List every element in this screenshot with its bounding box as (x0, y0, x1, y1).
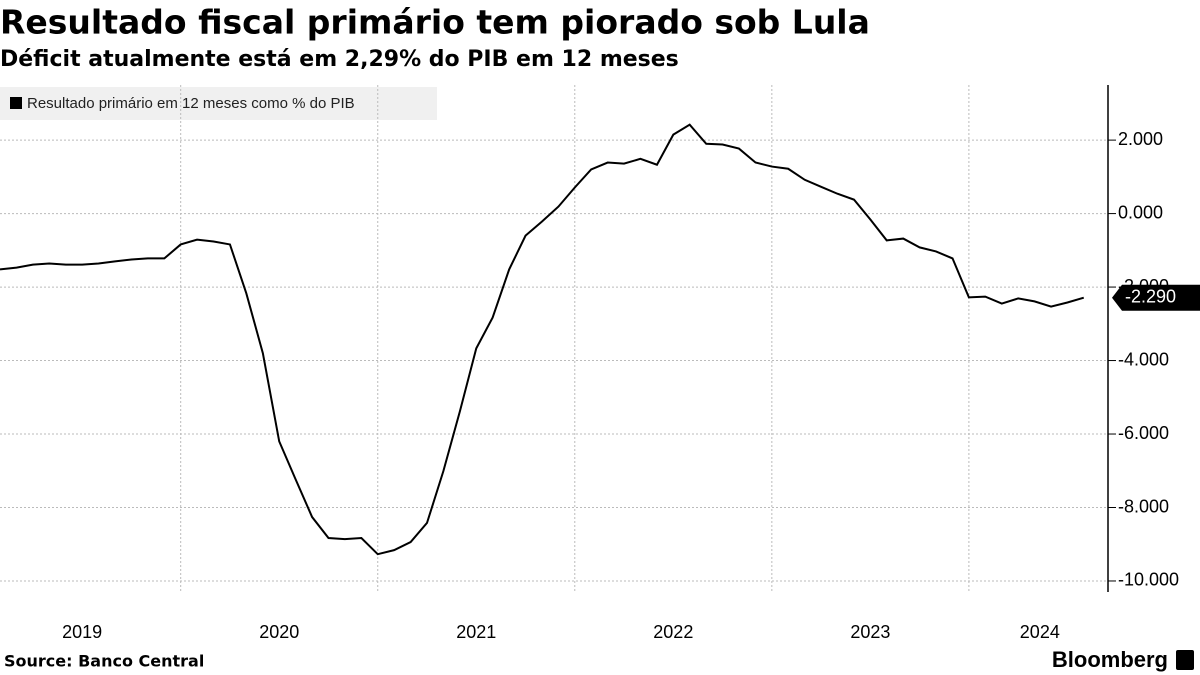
x-tick-label: 2019 (62, 622, 102, 642)
x-tick-label: 2020 (259, 622, 299, 642)
source: Source: Banco Central (4, 652, 204, 671)
line (0, 123, 1085, 556)
x-tick-label: 2023 (850, 622, 890, 642)
y-tick-label: -10.000 (1118, 570, 1179, 590)
brand-icon (1176, 650, 1194, 670)
legend-label: Resultado primário em 12 meses como % do… (27, 95, 355, 112)
y-tick-label: 0.000 (1118, 202, 1163, 222)
chart-title: Resultado fiscal primário tem piorado so… (0, 3, 870, 42)
legend-swatch (10, 97, 22, 109)
x-tick-label: 2021 (456, 622, 496, 642)
y-tick-label: -6.000 (1118, 423, 1169, 443)
end-label: -2.290 (1125, 286, 1176, 306)
x-tick-label: 2022 (653, 622, 693, 642)
end-label-box (1112, 284, 1200, 311)
legend-box (0, 87, 437, 120)
chart-subtitle: Déficit atualmente está em 2,29% do PIB … (0, 47, 679, 72)
x-tick-label: 2024 (1020, 622, 1060, 642)
y-tick-label: -8.000 (1118, 496, 1169, 516)
y-tick-label: 2.000 (1118, 129, 1163, 149)
y-tick-label: -4.000 (1118, 349, 1169, 369)
brand: Bloomberg (1052, 647, 1168, 672)
